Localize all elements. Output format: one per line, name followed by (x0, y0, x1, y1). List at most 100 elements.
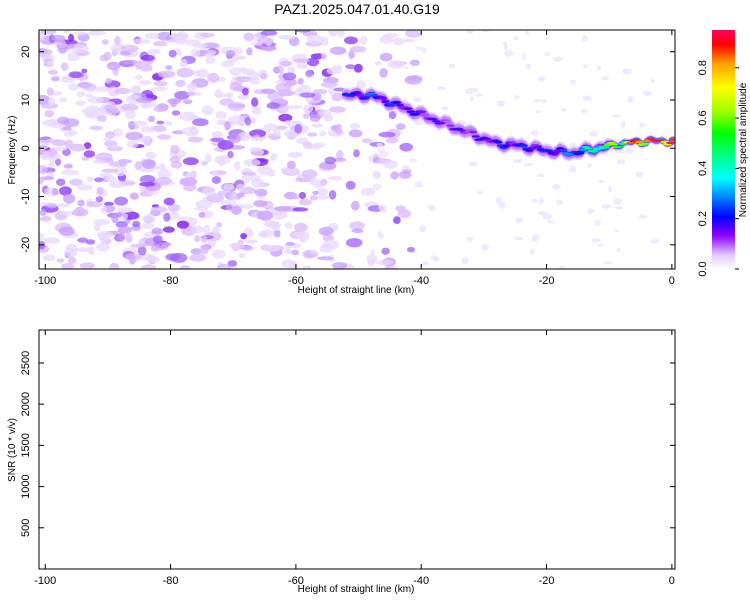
noise-blob (153, 165, 160, 170)
noise-blob (328, 190, 337, 200)
noise-blob (42, 237, 61, 244)
noise-blob (86, 176, 94, 182)
chart-title: PAZ1.2025.047.01.40.G19 (274, 1, 440, 17)
noise-blob (109, 262, 120, 269)
noise-blob (170, 144, 180, 154)
noise-speckle (531, 198, 538, 203)
noise-speckle (476, 190, 484, 195)
noise-blob (42, 254, 56, 261)
noise-blob (241, 245, 254, 251)
noise-blob (192, 118, 209, 127)
noise-blob (295, 177, 303, 182)
noise-speckle (496, 100, 505, 107)
noise-blob (382, 33, 399, 39)
noise-blob (216, 263, 232, 269)
noise-blob (165, 65, 173, 70)
noise-blob (83, 142, 92, 150)
noise-blob (174, 90, 190, 100)
spectrogram-y-ticks: -20 -10 0 10 20 (20, 46, 675, 253)
noise-blob (220, 60, 235, 68)
ridge-mark (432, 120, 441, 123)
noise-speckle (503, 44, 508, 50)
noise-blob (117, 225, 133, 234)
noise-speckle (376, 142, 383, 147)
noise-blob (184, 39, 201, 46)
noise-blob (387, 60, 405, 69)
noise-blob (202, 187, 216, 196)
noise-speckle (608, 186, 613, 193)
noise-blob (260, 72, 268, 80)
noise-speckle (466, 236, 474, 242)
ridge-mark (609, 143, 619, 146)
noise-blob (238, 253, 246, 258)
noise-blob (393, 37, 404, 46)
noise-blob (162, 226, 175, 233)
noise-speckle (639, 122, 645, 128)
noise-blob (299, 237, 306, 243)
noise-blob (306, 57, 320, 67)
noise-speckle (422, 261, 429, 266)
noise-speckle (388, 266, 399, 269)
noise-blob (249, 147, 262, 152)
ridge-mark (403, 107, 413, 111)
noise-blob (361, 138, 373, 144)
noise-blob (85, 105, 101, 115)
noise-blob (182, 157, 199, 166)
noise-blob (124, 109, 136, 120)
noise-blob (316, 256, 334, 261)
noise-blob (68, 83, 79, 91)
noise-blob (273, 229, 281, 238)
noise-speckle (556, 199, 563, 206)
noise-blob (259, 45, 278, 51)
noise-blob (125, 233, 133, 243)
noise-speckle (582, 95, 592, 102)
noise-speckle (370, 249, 375, 255)
noise-blob (106, 107, 118, 116)
noise-blob (295, 30, 311, 33)
colorbar-tick-label: 0.8 (697, 60, 709, 75)
noise-blob (210, 137, 225, 142)
noise-blob (172, 35, 188, 45)
noise-speckle (621, 120, 626, 128)
noise-blob (129, 192, 139, 200)
noise-blob (61, 169, 79, 176)
noise-blob (52, 188, 59, 196)
noise-blob (333, 157, 347, 162)
noise-blob (67, 51, 80, 62)
noise-blob (52, 91, 63, 96)
colorbar-ticks: 0.0 0.2 0.4 0.6 0.8 (697, 60, 739, 277)
noise-blob (68, 129, 78, 136)
noise-blob (142, 213, 156, 224)
noise-blob (201, 105, 214, 116)
noise-blob (179, 58, 188, 68)
spectrogram-x-tick-label: 0 (669, 275, 675, 287)
noise-blob (98, 172, 113, 178)
noise-blob (316, 194, 330, 200)
noise-blob (385, 137, 399, 144)
noise-blob (96, 186, 104, 195)
noise-blob (144, 32, 159, 40)
noise-blob (288, 81, 299, 86)
noise-blob (153, 105, 166, 113)
noise-blob (47, 69, 59, 75)
noise-blob (181, 126, 200, 137)
noise-blob (179, 177, 198, 187)
noise-speckle (379, 232, 384, 240)
noise-speckle (465, 30, 475, 34)
noise-blob (156, 120, 165, 125)
noise-blob (302, 113, 310, 119)
noise-blob (393, 216, 401, 225)
noise-blob (294, 123, 303, 134)
noise-speckle (622, 68, 632, 75)
ridge-mark (367, 92, 376, 95)
noise-blob (250, 77, 260, 85)
noise-blob (348, 50, 355, 60)
noise-speckle (504, 49, 514, 57)
noise-blob (176, 220, 189, 229)
noise-blob (194, 234, 201, 243)
noise-blob (229, 81, 243, 92)
noise-blob (303, 142, 313, 150)
noise-blob (40, 30, 57, 35)
noise-speckle (650, 78, 655, 83)
noise-speckle (597, 243, 604, 247)
